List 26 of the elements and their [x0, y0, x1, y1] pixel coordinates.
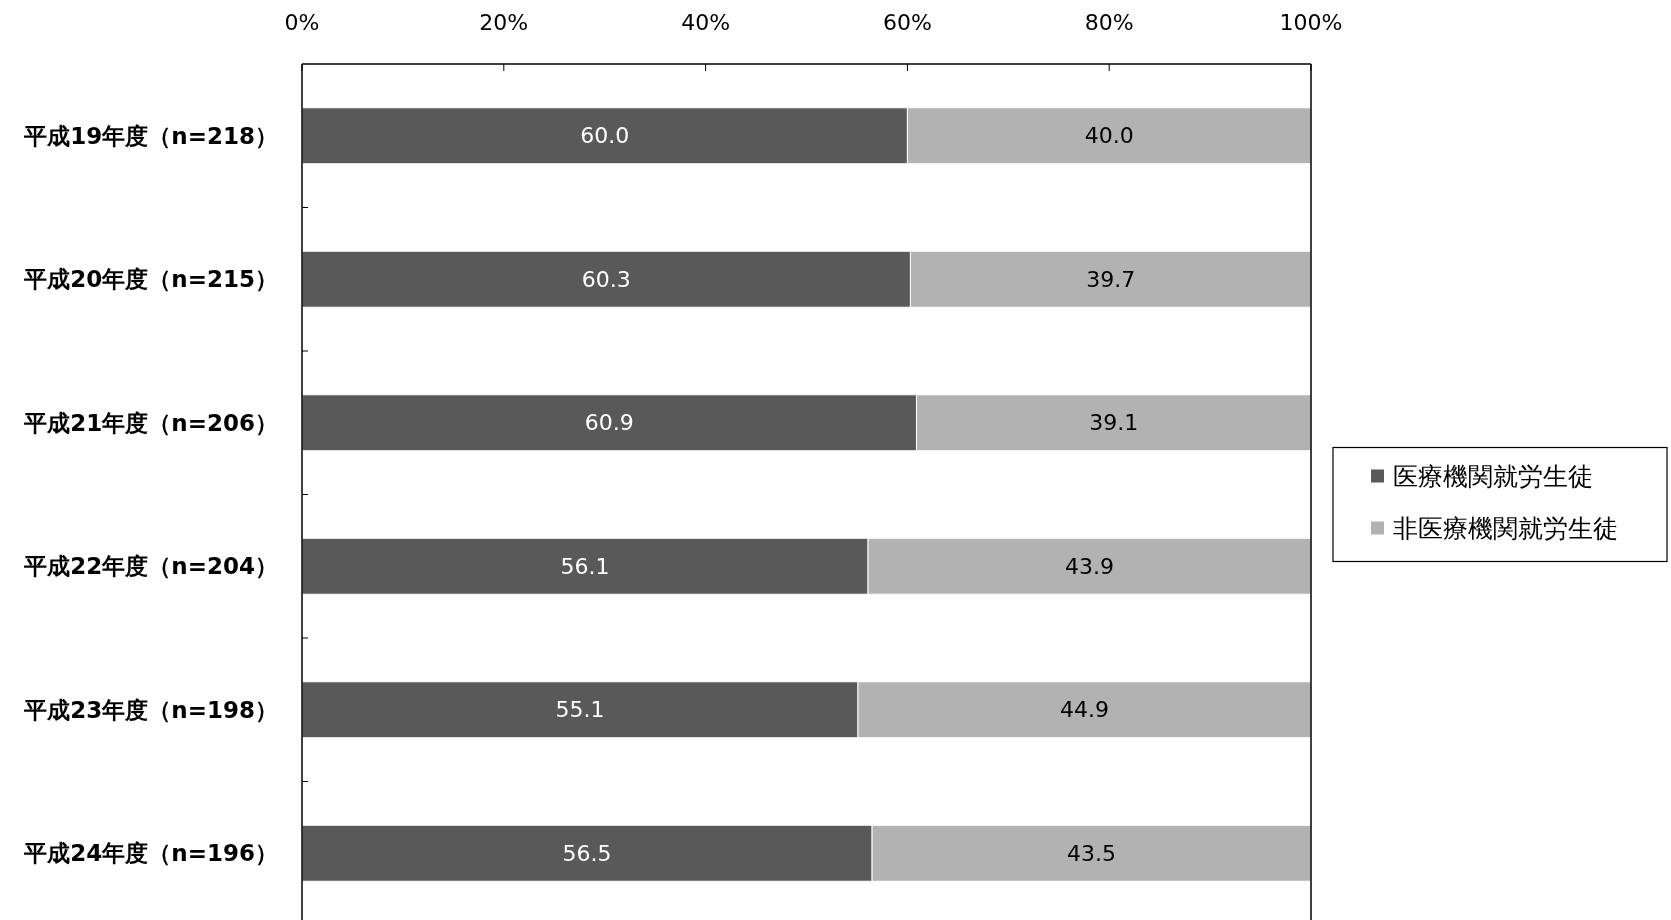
- y-tick-label: 平成21年度（n=206）: [23, 409, 278, 436]
- data-label: 39.1: [1089, 410, 1139, 436]
- y-tick-label: 平成23年度（n=198）: [23, 696, 278, 723]
- data-label: 43.5: [1067, 840, 1117, 866]
- data-label: 60.9: [584, 410, 634, 436]
- data-label: 39.7: [1086, 266, 1136, 292]
- x-tick-label: 100%: [1279, 10, 1343, 35]
- x-tick-label: 60%: [882, 10, 932, 35]
- data-label: 56.1: [560, 553, 610, 579]
- x-tick-label: 40%: [681, 10, 731, 35]
- legend-label: 非医療機関就労生徒: [1393, 514, 1618, 544]
- y-tick-label: 平成24年度（n=196）: [23, 840, 278, 867]
- x-tick-label: 80%: [1084, 10, 1134, 35]
- data-label: 55.1: [555, 697, 605, 723]
- legend-label: 医療機関就労生徒: [1393, 462, 1593, 492]
- data-label: 60.0: [580, 123, 630, 149]
- data-label: 60.3: [581, 266, 631, 292]
- data-label: 40.0: [1084, 123, 1134, 149]
- x-tick-label: 0%: [284, 10, 320, 35]
- data-label: 43.9: [1065, 553, 1115, 579]
- data-label: 44.9: [1059, 697, 1109, 723]
- x-tick-label: 20%: [479, 10, 529, 35]
- data-label: 56.5: [562, 840, 612, 866]
- y-tick-label: 平成22年度（n=204）: [23, 553, 278, 580]
- y-tick-label: 平成20年度（n=215）: [23, 266, 278, 293]
- y-tick-label: 平成19年度（n=218）: [23, 122, 278, 149]
